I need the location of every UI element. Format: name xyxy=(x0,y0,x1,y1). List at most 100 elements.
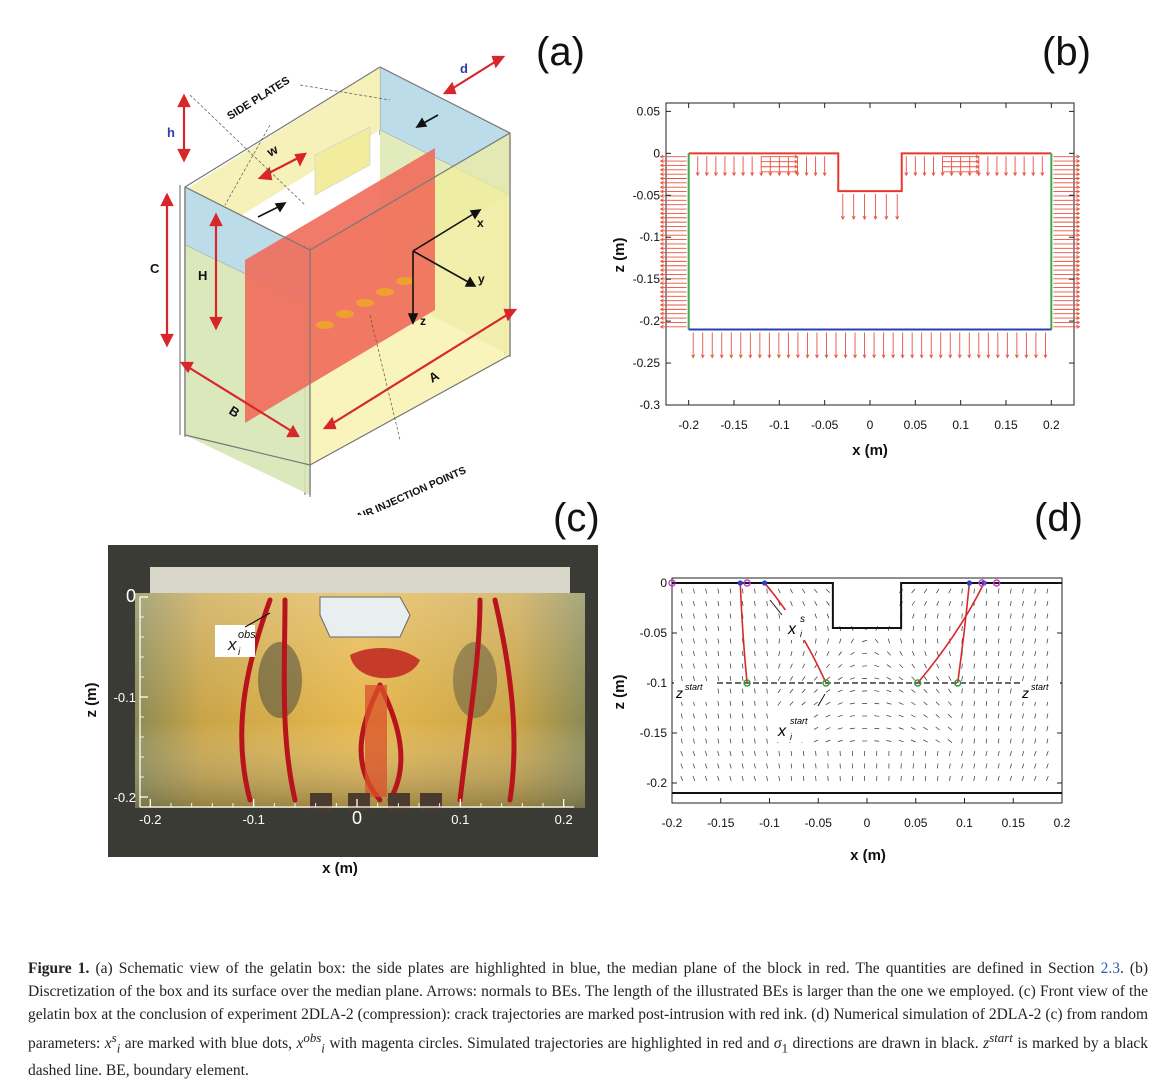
panel-c-ytick: -0.1 xyxy=(114,690,136,705)
xs-dot xyxy=(762,580,768,586)
panel-b-xtick: 0.05 xyxy=(904,418,928,432)
panel-c-xtick: 0.1 xyxy=(451,812,469,827)
caption-zstart-symbol: z xyxy=(983,1035,990,1053)
panel-b-xtick: -0.05 xyxy=(811,418,839,432)
panel-d-ytick: -0.15 xyxy=(640,726,668,740)
panel-b-label: (b) xyxy=(1042,30,1091,74)
panel-c-label: (c) xyxy=(553,496,600,540)
panel-d-ylabel: z (m) xyxy=(611,675,628,710)
panel-b-xtick: 0.1 xyxy=(952,418,969,432)
trajectory-line xyxy=(739,582,748,684)
caption-part-2: . (b) Discretization of the box and its … xyxy=(28,960,1149,1053)
caption-xobs-symbol: x xyxy=(296,1035,304,1053)
panel-d-xtick: -0.1 xyxy=(759,816,780,830)
xstart-circle xyxy=(953,679,962,687)
panel-d-ytick: 0 xyxy=(660,576,667,590)
panel-b-xtick: -0.1 xyxy=(769,418,790,432)
panel-b-plot: 0.05 0 -0.05 -0.1 -0.15 -0.2 -0.25 -0.3 -0.2 -0.… xyxy=(611,102,1080,459)
panel-d-xstart: x xyxy=(777,723,787,740)
panel-c-ylabel: z (m) xyxy=(83,683,100,718)
panel-d-xtick: -0.2 xyxy=(662,816,683,830)
trajectory-line xyxy=(956,582,971,684)
panel-d-label: (d) xyxy=(1034,496,1083,540)
panel-c-annot-sup: obs xyxy=(238,629,256,641)
xs-dot xyxy=(966,580,972,586)
xstart-circle xyxy=(743,679,751,687)
caption-part-5: directions are drawn in black. xyxy=(788,1035,984,1053)
panel-c-ytick: 0 xyxy=(126,586,136,606)
panel-a-label: (a) xyxy=(536,30,585,74)
panel-d-ytick: -0.05 xyxy=(640,626,668,640)
caption-part-3: are marked with blue dots, xyxy=(120,1035,297,1053)
panel-a-schematic: SIDE PLATES d h w C H x y z A B AIR INJE… xyxy=(150,55,518,515)
xstart-circle xyxy=(914,679,922,687)
label-air-injection: AIR INJECTION POINTS xyxy=(354,464,468,515)
caption-part-6: is marked by a black dashed line. BE, bo… xyxy=(28,1035,1148,1080)
caption-xobs-sub: i xyxy=(321,1040,325,1056)
caption-sigma-sub: 1 xyxy=(781,1040,789,1056)
label-h: h xyxy=(167,125,175,140)
panel-d-xtick: 0.05 xyxy=(904,816,928,830)
panel-b-ytick: 0 xyxy=(653,146,660,160)
panel-d-zstart-right-sup: start xyxy=(1031,682,1049,692)
panel-d-xtick: 0.2 xyxy=(1054,816,1071,830)
panel-c-xtick: -0.1 xyxy=(242,812,264,827)
panel-d-xtick: 0 xyxy=(864,816,871,830)
panel-c-photo: 0 -0.1 -0.2-0.2 -0.1 0 0.1 0.2 x obs i x (m) z… xyxy=(83,545,598,877)
panel-d-xtick: 0.1 xyxy=(956,816,973,830)
caption-xobs-sup: obs xyxy=(303,1030,322,1045)
panel-d-zstart-left: z xyxy=(675,685,683,701)
panel-b-ytick: -0.3 xyxy=(639,398,660,412)
panel-c-xtick: -0.2 xyxy=(139,812,161,827)
panel-d-xtick: -0.05 xyxy=(805,816,833,830)
caption-xs-symbol: x xyxy=(104,1035,112,1053)
panel-b-xtick: 0.15 xyxy=(994,418,1018,432)
panel-d-zstart-left-sup: start xyxy=(685,682,703,692)
panel-d-plot: 0 -0.05 -0.1 -0.15 -0.2 -0.2 -0.15 -0.1 -0.05 0 0… xyxy=(611,576,1071,864)
panel-c-xlabel: x (m) xyxy=(322,860,358,877)
panel-c-annot-sub: i xyxy=(238,647,241,658)
caption-sigma-symbol: σ xyxy=(773,1035,782,1053)
caption-zstart-sup: start xyxy=(989,1030,1013,1045)
xobs-circle xyxy=(743,579,751,587)
panel-d-zstart-right: z xyxy=(1021,685,1029,701)
label-side-plates: SIDE PLATES xyxy=(225,75,292,123)
panel-b-ytick: 0.05 xyxy=(637,104,661,118)
panel-b-ytick: -0.2 xyxy=(639,314,660,328)
panel-d-ytick: -0.2 xyxy=(646,776,667,790)
label-d: d xyxy=(460,61,468,76)
panel-b-ytick: -0.25 xyxy=(633,356,661,370)
panel-d-xtick: -0.15 xyxy=(707,816,735,830)
panel-d-xlabel: x (m) xyxy=(850,847,886,864)
xobs-circle xyxy=(978,579,986,587)
caption-lead: Figure 1. xyxy=(28,960,90,977)
panel-b-xtick: -0.15 xyxy=(720,418,748,432)
panel-d-xstart-sup: start xyxy=(790,716,808,726)
panel-c-annot-x: x xyxy=(227,635,237,654)
label-y-axis: y xyxy=(478,272,485,286)
panel-b-xlabel: x (m) xyxy=(852,442,888,459)
panel-d-xs: x xyxy=(787,621,797,638)
caption-part-1: (a) Schematic view of the gelatin box: t… xyxy=(89,960,1101,977)
panel-b-xtick: 0.2 xyxy=(1043,418,1060,432)
panel-d-xs-sup: s xyxy=(800,614,805,625)
label-x-axis: x xyxy=(477,216,484,230)
panel-b-xtick: 0 xyxy=(867,418,874,432)
label-c: C xyxy=(150,261,160,276)
xstart-circle xyxy=(822,679,830,687)
panel-b-ytick: -0.15 xyxy=(633,272,661,286)
trajectory-line xyxy=(917,582,985,684)
xobs-circle xyxy=(992,579,1001,587)
panel-c-xtick: 0 xyxy=(352,808,362,828)
panel-b-ytick: -0.1 xyxy=(639,230,660,244)
caption-section-link[interactable]: 2.3 xyxy=(1100,960,1120,977)
panel-d-xstart-sub: i xyxy=(790,732,793,742)
panel-d-xs-sub: i xyxy=(800,629,803,639)
label-z-axis: z xyxy=(420,314,426,328)
panel-c-ytick: -0.2 xyxy=(114,790,136,805)
caption-part-4: with magenta circles. Simulated trajecto… xyxy=(324,1035,774,1053)
panel-b-ytick: -0.05 xyxy=(633,188,661,202)
caption-xs-sub: i xyxy=(116,1040,121,1056)
panel-b-xtick: -0.2 xyxy=(678,418,699,432)
figure-caption: Figure 1. (a) Schematic view of the gela… xyxy=(28,957,1148,1082)
